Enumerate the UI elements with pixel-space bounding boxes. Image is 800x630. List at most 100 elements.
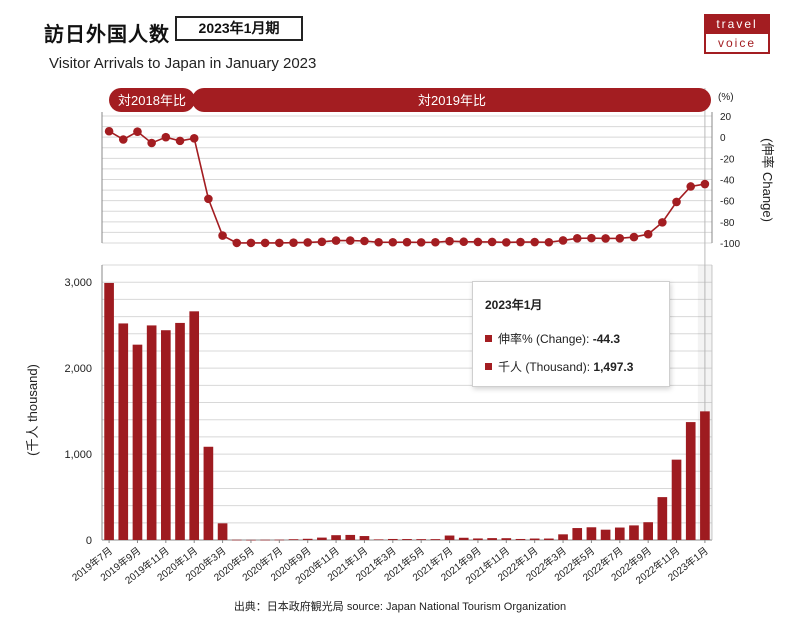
visitor-bar (586, 527, 597, 540)
change-point (473, 237, 483, 247)
band-2019 (192, 88, 711, 112)
change-point (587, 233, 596, 243)
line-y-axis-label: (伸率 Change) (760, 138, 775, 222)
tooltip: 2023年1月 伸率% (Change): -44.3 千人 (Thousand… (472, 281, 670, 387)
visitor-bar (274, 539, 285, 541)
bar-y-axis-label: (千人 thousand) (25, 364, 40, 456)
visitor-bar (175, 322, 185, 540)
change-point (260, 238, 270, 248)
visitor-bar (487, 538, 497, 540)
band-2018 (109, 88, 195, 112)
line-y-tick-label: -40 (720, 176, 735, 187)
change-point (246, 238, 256, 248)
change-point (558, 236, 568, 245)
visitor-bar (558, 534, 568, 540)
change-point (601, 234, 610, 243)
visitor-bar (118, 323, 129, 540)
visitor-bar (387, 538, 398, 540)
line-y-unit-label: (%) (718, 92, 734, 103)
change-point (289, 238, 298, 247)
visitor-bar (529, 538, 540, 540)
change-point (133, 127, 142, 136)
visitor-bar (402, 539, 412, 540)
visitor-bar (331, 535, 341, 540)
change-point (516, 237, 525, 247)
visitor-bar (217, 523, 228, 540)
visitor-bar (260, 539, 270, 541)
band-2018-label: 対2018年比 (118, 93, 186, 108)
series-color-swatch (485, 335, 492, 342)
line-y-tick-label: -100 (720, 239, 740, 250)
change-point (672, 197, 681, 207)
change-point (487, 237, 497, 247)
change-point (700, 179, 710, 189)
visitor-bar (643, 522, 653, 540)
tooltip-thousand-label: 千人 (Thousand): (498, 360, 591, 374)
visitor-bar (359, 536, 370, 540)
change-point (303, 238, 312, 247)
change-point (572, 234, 582, 243)
visitor-bar (515, 538, 526, 540)
bar-y-tick-label: 0 (86, 535, 92, 547)
band-2019-label: 対2019年比 (418, 93, 486, 108)
tooltip-change-row: 伸率% (Change): -44.3 (485, 330, 620, 347)
visitor-bar (416, 539, 427, 540)
change-point (147, 138, 156, 148)
visitor-bar (657, 497, 668, 540)
page-title: 訪日外国人数 (44, 24, 170, 46)
visitor-bar (161, 330, 171, 540)
line-y-tick-label: 20 (720, 112, 732, 123)
change-point (161, 132, 171, 142)
tooltip-thousand-row: 千人 (Thousand): 1,497.3 (485, 358, 633, 375)
logo-text-bottom: voice (717, 36, 756, 50)
visitor-bar (572, 528, 583, 540)
change-point (459, 237, 469, 247)
line-chart-grid (101, 112, 713, 244)
line-y-tick-label: -20 (720, 154, 735, 165)
change-point (530, 237, 539, 247)
change-point (544, 237, 554, 247)
change-point (445, 236, 454, 246)
change-point (331, 236, 341, 245)
visitor-bar (458, 537, 469, 540)
change-point (189, 134, 199, 143)
change-point (175, 136, 185, 146)
chart-subtitle: Visitor Arrivals to Japan in January 202… (49, 55, 317, 72)
visitor-bar (501, 538, 512, 540)
line-series (104, 126, 710, 248)
source-note: 出典：日本政府観光局 source: Japan National Touris… (233, 601, 567, 613)
visitor-bar (345, 534, 356, 540)
comparison-bands: 対2018年比 対2019年比 (109, 88, 711, 112)
visitor-bar (629, 525, 639, 540)
series-color-swatch (485, 363, 492, 370)
line-y-tick-label: -60 (720, 197, 735, 208)
change-point (275, 238, 284, 248)
tooltip-change-label: 伸率% (Change): (498, 332, 590, 346)
visitor-bar (317, 537, 327, 540)
visitor-bar (231, 539, 242, 541)
logo-text-top: travel (706, 16, 768, 34)
change-point (232, 238, 242, 248)
change-point (431, 237, 440, 247)
visitor-bar (302, 538, 313, 540)
change-point (204, 194, 213, 204)
change-point (104, 126, 114, 136)
change-point (388, 237, 398, 247)
visitor-bar (189, 311, 200, 540)
visitor-bar (288, 539, 299, 540)
bar-y-tick-label: 1,000 (64, 449, 92, 461)
change-point (643, 229, 653, 239)
bar-y-tick-label: 2,000 (64, 363, 92, 375)
period-badge: 2023年1月期 (175, 16, 303, 41)
visitor-bar (671, 459, 682, 540)
change-point (360, 236, 369, 246)
change-point (615, 234, 625, 243)
visitor-bar (430, 539, 441, 540)
visitor-bar (444, 535, 455, 540)
bar-series (104, 282, 710, 541)
visitor-bar (544, 538, 554, 540)
visitor-bar (104, 282, 114, 540)
visitor-bar (373, 539, 384, 540)
travelvoice-logo[interactable]: travel voice (704, 14, 770, 54)
